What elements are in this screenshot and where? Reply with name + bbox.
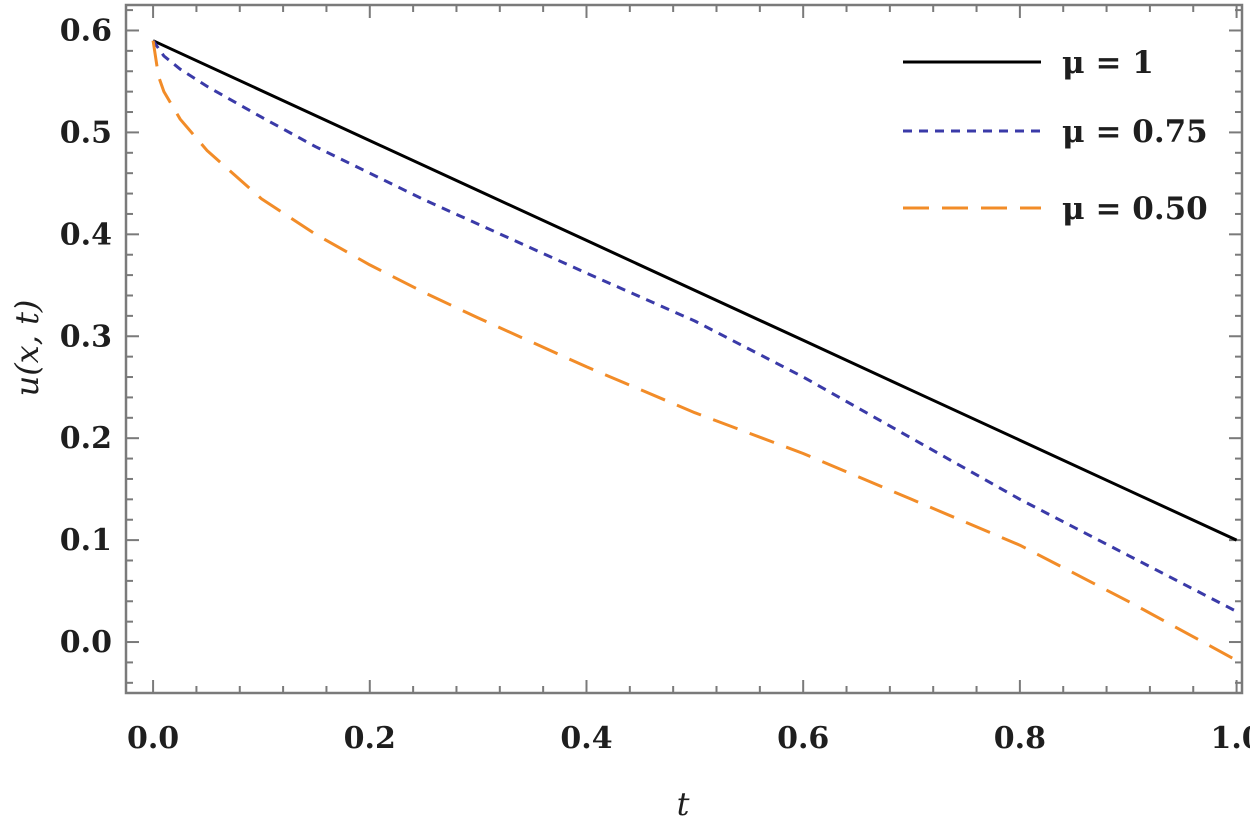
- x-axis-label: t: [677, 785, 690, 823]
- legend-label-mu-1: μ = 1: [1062, 45, 1154, 81]
- x-tick-labels: 0.0 0.2 0.4 0.6 0.8 1.0: [127, 721, 1250, 756]
- axis-ticks: [126, 5, 1242, 693]
- x-tick-label: 0.6: [777, 721, 829, 756]
- legend-label-mu-050: μ = 0.50: [1062, 191, 1208, 227]
- series-line-1: [151, 39, 1238, 613]
- x-tick-label: 0.0: [127, 721, 179, 756]
- series-lines: [151, 39, 1238, 662]
- x-tick-label: 0.8: [994, 721, 1046, 756]
- series-line-0: [152, 39, 1238, 542]
- plot-frame: [124, 3, 1244, 695]
- y-tick-label: 0.5: [60, 115, 112, 150]
- y-tick-label: 0.4: [60, 217, 112, 252]
- y-tick-label: 0.0: [60, 625, 112, 660]
- series-line-2: [151, 40, 1238, 662]
- y-axis-label: u(x, t): [8, 300, 46, 397]
- y-tick-label: 0.6: [60, 13, 112, 48]
- y-tick-label: 0.2: [60, 421, 112, 456]
- x-tick-label: 1.0: [1210, 721, 1250, 756]
- y-tick-labels: 0.0 0.1 0.2 0.3 0.4 0.5 0.6: [60, 13, 112, 660]
- legend: μ = 1 μ = 0.75 μ = 0.50: [903, 45, 1208, 227]
- x-tick-label: 0.4: [560, 721, 612, 756]
- legend-label-mu-075: μ = 0.75: [1062, 114, 1208, 150]
- x-tick-label: 0.2: [344, 721, 396, 756]
- y-tick-label: 0.1: [60, 523, 112, 558]
- y-tick-label: 0.3: [60, 319, 112, 354]
